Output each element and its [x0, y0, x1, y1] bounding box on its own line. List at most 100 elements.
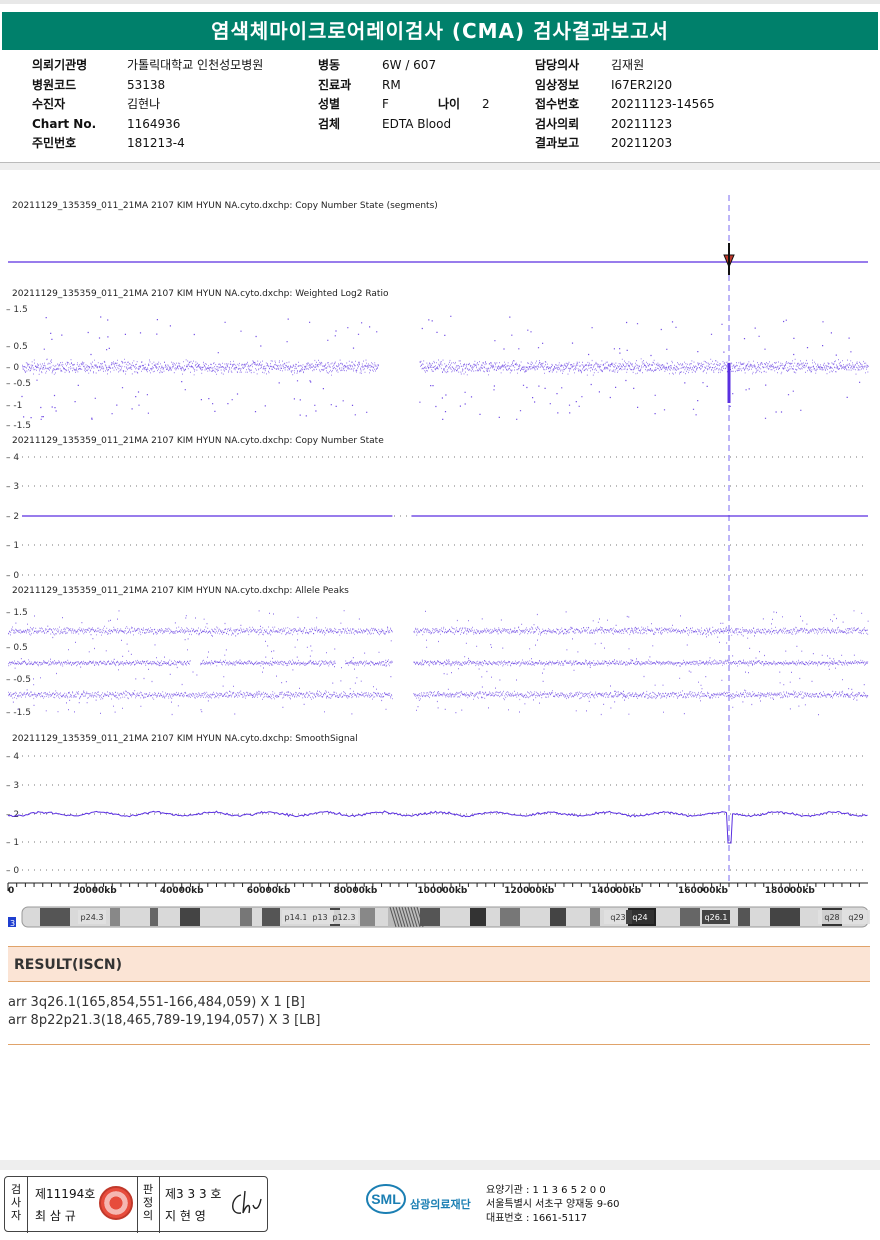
info-value: 20211123-14565 — [611, 97, 715, 111]
result-line-2: arr 8p22p21.3(18,465,789-19,194,057) X 3… — [8, 1013, 321, 1028]
log2-tick-label: – 1.5 — [6, 305, 28, 315]
centromere-hatch — [401, 906, 409, 928]
smooth-tick-label: – 2 — [6, 810, 19, 820]
position-tick-label: 100000kb — [417, 886, 468, 896]
info-value: 181213-4 — [127, 136, 185, 150]
info-value: 1164936 — [127, 116, 181, 131]
centromere-hatch — [404, 906, 412, 928]
info-value: 6W / 607 — [382, 58, 437, 72]
centromere-hatch — [407, 906, 415, 928]
footer-separator — [0, 1160, 880, 1170]
chromosome-number: 3 — [10, 919, 15, 928]
info-value: 20211123 — [611, 116, 673, 131]
info-label: 접수번호 — [535, 97, 580, 111]
signature-box: 검사자 제11194호 최 삼 규 판정의 제3 3 3 호 지 현 영 — [4, 1176, 268, 1233]
reviewer-label-text: 판정의 — [142, 1183, 154, 1222]
band-label: q28 — [824, 913, 839, 922]
chromosome-band — [550, 908, 566, 926]
position-tick-label: 60000kb — [247, 886, 291, 896]
band-label: p12.3 — [333, 913, 356, 922]
inspector-license: 제11194호 — [35, 1187, 96, 1201]
info-row: 병원코드 53138 — [32, 75, 263, 95]
result-lines: arr 3q26.1(165,854,551-166,484,059) X 1 … — [8, 994, 320, 1030]
smooth-tick-label: – 1 — [6, 838, 19, 848]
info-label: 검사의뢰 — [535, 116, 580, 131]
position-tick-label: 140000kb — [591, 886, 642, 896]
org-name: 삼광의료재단 — [410, 1198, 471, 1211]
band-label-bg — [282, 910, 310, 924]
allele-tick-label: – 0.5 — [6, 643, 28, 653]
chromosome-band — [470, 908, 486, 926]
band-label-bg — [702, 910, 730, 924]
chromosome-band — [360, 908, 375, 926]
patient-info-col3: 담당의사 김재원 임상정보 I67ER2I20 접수번호 20211123-14565 검사… — [535, 55, 715, 153]
band-label: q24 — [632, 913, 647, 922]
info-label: 수진자 — [32, 97, 66, 111]
info-label: 의뢰기관명 — [32, 58, 88, 72]
track-title-allele: 20211129_135359_011_21MA 2107 KIM HYUN N… — [12, 586, 349, 596]
chromosome-band — [110, 908, 120, 926]
info-label: 임상정보 — [535, 77, 580, 92]
chromosome-band — [262, 908, 280, 926]
position-tick-label: 80000kb — [334, 886, 378, 896]
track-title-log2: 20211129_135359_011_21MA 2107 KIM HYUN N… — [12, 289, 389, 299]
info-value: 김재원 — [611, 58, 645, 72]
band-label-bg — [330, 910, 358, 924]
chromosome-band — [738, 908, 750, 926]
cn-tick-label: – 4 — [6, 453, 19, 463]
chromosome-number-badge — [8, 917, 16, 927]
info-row: 수진자 김현나 — [32, 94, 263, 114]
band-label: p14.1 — [285, 913, 308, 922]
header-separator — [0, 162, 880, 170]
info-label: 진료과 — [318, 77, 352, 92]
centromere-hatch — [395, 906, 403, 928]
info-label: 주민번호 — [32, 136, 77, 150]
smooth-tick-label: – 0 — [6, 866, 19, 876]
position-tick-label: 0 — [8, 886, 14, 896]
info-row: 검사의뢰 20211123 — [535, 114, 715, 134]
log2-points — [21, 315, 869, 420]
log2-tick-label: – -0.5 — [6, 379, 31, 389]
signature-icon — [232, 1190, 262, 1214]
track-title-smooth: 20211129_135359_011_21MA 2107 KIM HYUN N… — [12, 734, 358, 744]
band-label: q23 — [610, 913, 625, 922]
log2-tick-label: – -1.5 — [6, 421, 31, 431]
report-title: 염색체마이크로어레이검사 (CMA) 검사결과보고서 — [2, 12, 878, 50]
position-tick-label: 180000kb — [765, 886, 816, 896]
band-label-bg — [604, 910, 632, 924]
info-value: F — [382, 97, 389, 111]
centromere-hatch — [410, 906, 418, 928]
sml-logo-icon: SML — [366, 1184, 406, 1214]
info-label: 담당의사 — [535, 58, 580, 72]
info-row: 접수번호 20211123-14565 — [535, 94, 715, 114]
chromosome-band — [770, 908, 800, 926]
chromosome-band — [420, 908, 440, 926]
sign-divider — [159, 1177, 160, 1233]
smooth-signal-line — [7, 810, 868, 844]
track-title-segments: 20211129_135359_011_21MA 2107 KIM HYUN N… — [12, 201, 438, 211]
info-label: Chart No. — [32, 116, 97, 131]
svg-text:SML: SML — [371, 1191, 401, 1207]
org-phone: 대표번호 : 1661-5117 — [486, 1213, 588, 1224]
info-label: 병동 — [318, 58, 341, 72]
inspector-label: 검사자 — [7, 1183, 25, 1222]
org-info: 요양기관 : 1 1 3 6 5 2 0 0 서울특별시 서초구 양재동 9-6… — [486, 1184, 619, 1226]
band-label-bg — [818, 910, 846, 924]
cn-tick-label: – 0 — [6, 571, 19, 581]
info-label: 검체 — [318, 116, 341, 131]
smooth-tick-label: – 3 — [6, 781, 19, 791]
info-label: 결과보고 — [535, 136, 580, 150]
info-row: 담당의사 김재원 — [535, 55, 715, 75]
reviewer-name: 지 현 영 — [165, 1209, 206, 1223]
cn-tick-label: – 2 — [6, 512, 19, 522]
allele-tick-label: – -0.5 — [6, 675, 31, 685]
track-title-cn: 20211129_135359_011_21MA 2107 KIM HYUN N… — [12, 436, 384, 446]
chromosome-band — [150, 908, 158, 926]
reviewer-license: 제3 3 3 호 — [165, 1187, 222, 1201]
band-label: q29 — [848, 913, 863, 922]
info-row: 성별 F 나이 2 — [318, 94, 490, 114]
position-tick-label: 120000kb — [504, 886, 555, 896]
band-label-bg — [842, 910, 870, 924]
info-row: 병동 6W / 607 — [318, 55, 490, 75]
cma-chart: – 1.5 – 0.5 – 0 – -0.5 – -1 – -1.5 – 4 – 3 – 2 – … — [0, 185, 880, 935]
